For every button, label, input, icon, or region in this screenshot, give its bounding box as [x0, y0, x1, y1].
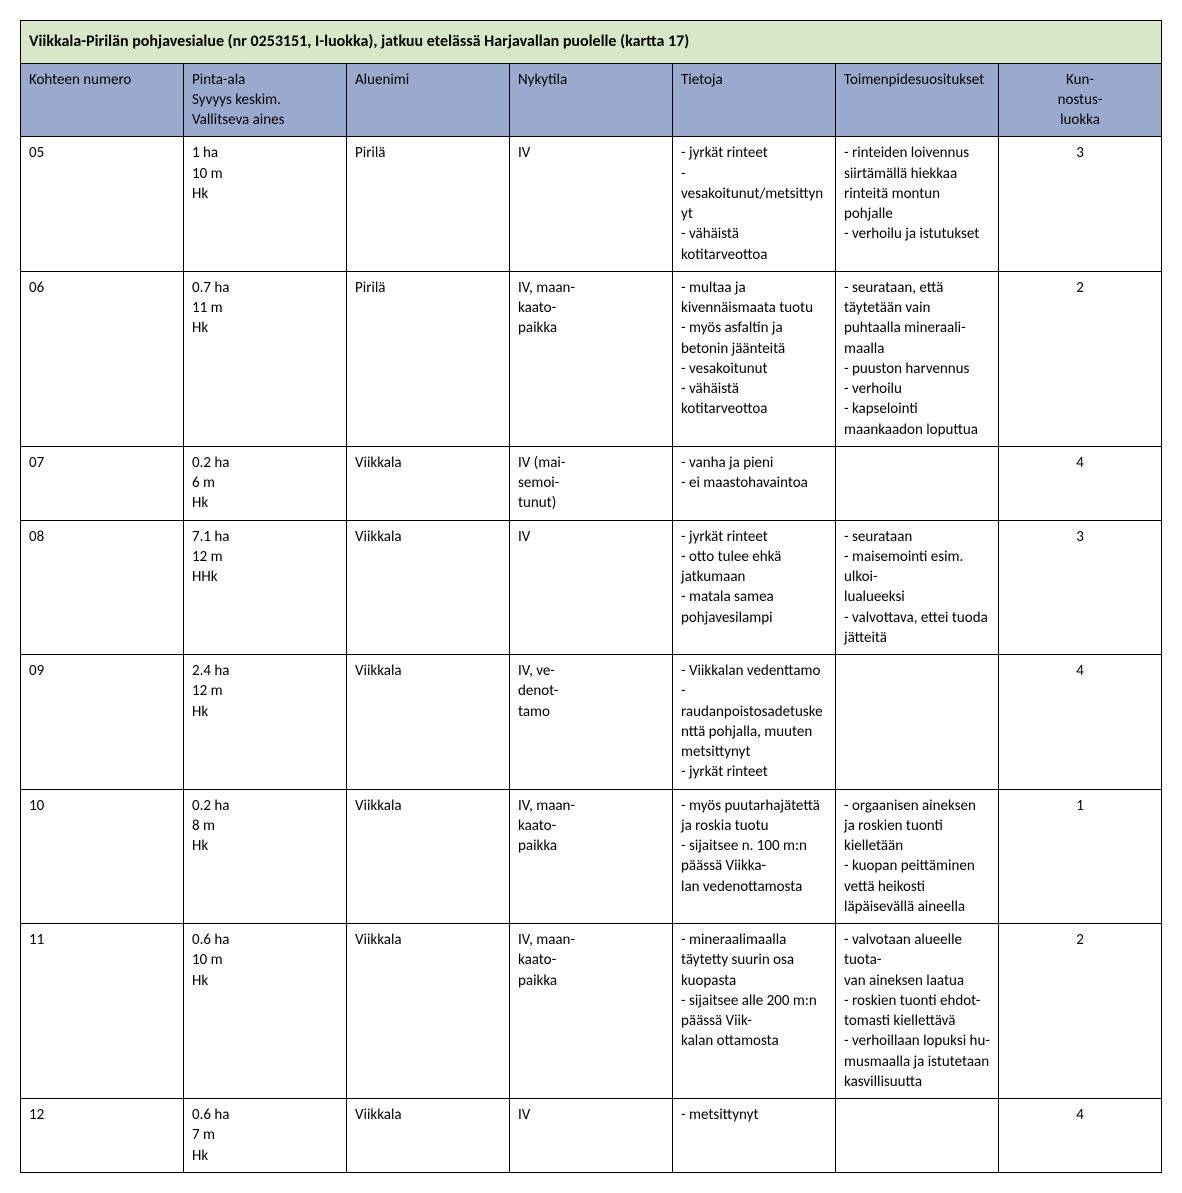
groundwater-table: Viikkala-Pirilän pohjavesialue (nr 02531… — [20, 20, 1162, 1173]
col-header-num: Kohteen numero — [21, 63, 184, 137]
col-header-class: Kun- nostus- luokka — [999, 63, 1162, 137]
cell-state: IV — [510, 1099, 673, 1173]
cell-info: - Viikkalan vedenttamo - raudanpoistosad… — [673, 655, 836, 790]
cell-info: - myös puutarhajätettä ja roskia tuotu -… — [673, 789, 836, 924]
cell-num: 06 — [21, 271, 184, 446]
cell-action: - rinteiden loivennus siirtämällä hiekka… — [836, 137, 999, 272]
table-row: 100.2 ha 8 m HkViikkalaIV, maan- kaato- … — [21, 789, 1162, 924]
table-row: 092.4 ha 12 m HkViikkalaIV, ve- denot- t… — [21, 655, 1162, 790]
cell-state: IV — [510, 520, 673, 655]
col-header-name: Aluenimi — [347, 63, 510, 137]
cell-state: IV, maan- kaato- paikka — [510, 924, 673, 1099]
cell-action — [836, 446, 999, 520]
cell-num: 08 — [21, 520, 184, 655]
table-row: 120.6 ha 7 m HkViikkalaIV- metsittynyt 4 — [21, 1099, 1162, 1173]
cell-area: 0.6 ha 10 m Hk — [184, 924, 347, 1099]
cell-num: 11 — [21, 924, 184, 1099]
cell-state: IV, ve- denot- tamo — [510, 655, 673, 790]
cell-action: - valvotaan alueelle tuota- van aineksen… — [836, 924, 999, 1099]
cell-class: 2 — [999, 924, 1162, 1099]
cell-info: - jyrkät rinteet - otto tulee ehkä jatku… — [673, 520, 836, 655]
table-row: 051 ha 10 m HkPiriläIV- jyrkät rinteet -… — [21, 137, 1162, 272]
cell-info: - metsittynyt — [673, 1099, 836, 1173]
cell-action — [836, 1099, 999, 1173]
cell-area: 2.4 ha 12 m Hk — [184, 655, 347, 790]
cell-action: - seurataan, että täytetään vain puhtaal… — [836, 271, 999, 446]
cell-name: Pirilä — [347, 137, 510, 272]
cell-info: - jyrkät rinteet - vesakoitunut/metsitty… — [673, 137, 836, 272]
cell-area: 1 ha 10 m Hk — [184, 137, 347, 272]
cell-num: 05 — [21, 137, 184, 272]
table-title: Viikkala-Pirilän pohjavesialue (nr 02531… — [21, 21, 1162, 64]
cell-state: IV, maan- kaato- paikka — [510, 789, 673, 924]
cell-num: 12 — [21, 1099, 184, 1173]
cell-area: 0.2 ha 8 m Hk — [184, 789, 347, 924]
cell-info: - multaa ja kivennäismaata tuotu - myös … — [673, 271, 836, 446]
cell-state: IV — [510, 137, 673, 272]
cell-area: 0.7 ha 11 m Hk — [184, 271, 347, 446]
table-row: 070.2 ha 6 m HkViikkalaIV (mai- semoi- t… — [21, 446, 1162, 520]
cell-class: 3 — [999, 520, 1162, 655]
table-row: 087.1 ha 12 m HHkViikkalaIV- jyrkät rint… — [21, 520, 1162, 655]
cell-info: - mineraalimaalla täytetty suurin osa ku… — [673, 924, 836, 1099]
cell-name: Viikkala — [347, 655, 510, 790]
cell-class: 4 — [999, 1099, 1162, 1173]
table-title-row: Viikkala-Pirilän pohjavesialue (nr 02531… — [21, 21, 1162, 64]
cell-action: - orgaanisen aineksen ja roskien tuonti … — [836, 789, 999, 924]
cell-area: 7.1 ha 12 m HHk — [184, 520, 347, 655]
cell-area: 0.6 ha 7 m Hk — [184, 1099, 347, 1173]
cell-area: 0.2 ha 6 m Hk — [184, 446, 347, 520]
col-header-action: Toimenpidesuositukset — [836, 63, 999, 137]
cell-state: IV, maan- kaato- paikka — [510, 271, 673, 446]
cell-info: - vanha ja pieni - ei maastohavaintoa — [673, 446, 836, 520]
cell-class: 1 — [999, 789, 1162, 924]
table-header-row: Kohteen numero Pinta-ala Syvyys keskim. … — [21, 63, 1162, 137]
cell-num: 10 — [21, 789, 184, 924]
col-header-info: Tietoja — [673, 63, 836, 137]
cell-name: Viikkala — [347, 924, 510, 1099]
cell-action — [836, 655, 999, 790]
cell-class: 2 — [999, 271, 1162, 446]
cell-num: 09 — [21, 655, 184, 790]
cell-name: Viikkala — [347, 789, 510, 924]
cell-class: 3 — [999, 137, 1162, 272]
cell-class: 4 — [999, 446, 1162, 520]
cell-action: - seurataan - maisemointi esim. ulkoi- l… — [836, 520, 999, 655]
table-row: 060.7 ha 11 m HkPiriläIV, maan- kaato- p… — [21, 271, 1162, 446]
cell-name: Pirilä — [347, 271, 510, 446]
cell-name: Viikkala — [347, 520, 510, 655]
cell-name: Viikkala — [347, 446, 510, 520]
col-header-area: Pinta-ala Syvyys keskim. Vallitseva aine… — [184, 63, 347, 137]
col-header-state: Nykytila — [510, 63, 673, 137]
cell-name: Viikkala — [347, 1099, 510, 1173]
cell-num: 07 — [21, 446, 184, 520]
cell-state: IV (mai- semoi- tunut) — [510, 446, 673, 520]
table-row: 110.6 ha 10 m HkViikkalaIV, maan- kaato-… — [21, 924, 1162, 1099]
cell-class: 4 — [999, 655, 1162, 790]
